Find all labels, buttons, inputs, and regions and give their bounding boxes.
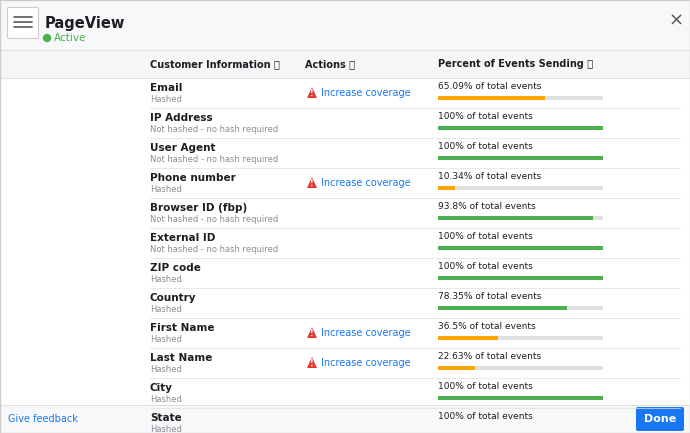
- Bar: [0, 405, 690, 433]
- Text: Give feedback: Give feedback: [8, 414, 78, 424]
- Text: 100% of total events: 100% of total events: [438, 412, 533, 421]
- Bar: [438, 96, 545, 100]
- Bar: [438, 396, 603, 400]
- Text: PageView: PageView: [45, 16, 126, 31]
- Bar: [0, 108, 690, 138]
- Text: State: State: [150, 413, 181, 423]
- Text: User Agent: User Agent: [150, 142, 215, 152]
- Bar: [0, 138, 690, 168]
- Bar: [0, 198, 690, 228]
- Bar: [0, 228, 690, 258]
- Text: Not hashed - no hash required: Not hashed - no hash required: [150, 215, 278, 224]
- Text: 100% of total events: 100% of total events: [438, 262, 533, 271]
- Text: Hashed: Hashed: [150, 185, 182, 194]
- Bar: [438, 216, 603, 220]
- Text: ×: ×: [669, 12, 684, 30]
- Text: Hashed: Hashed: [150, 275, 182, 284]
- Text: 65.09% of total events: 65.09% of total events: [438, 82, 542, 91]
- Text: Email: Email: [150, 83, 182, 93]
- Text: Hashed: Hashed: [150, 425, 182, 433]
- Text: 100% of total events: 100% of total events: [438, 142, 533, 151]
- Text: Increase coverage: Increase coverage: [321, 328, 411, 338]
- Bar: [0, 0, 690, 50]
- Bar: [438, 366, 475, 370]
- Polygon shape: [307, 177, 317, 188]
- Bar: [438, 276, 603, 280]
- Text: Hashed: Hashed: [150, 335, 182, 344]
- Bar: [0, 378, 690, 408]
- Text: 36.5% of total events: 36.5% of total events: [438, 322, 535, 331]
- Bar: [438, 246, 603, 250]
- Bar: [438, 396, 603, 400]
- Text: Hashed: Hashed: [150, 395, 182, 404]
- Text: Increase coverage: Increase coverage: [321, 88, 411, 98]
- Text: Hashed: Hashed: [150, 305, 182, 314]
- FancyBboxPatch shape: [8, 7, 39, 39]
- Bar: [438, 336, 603, 340]
- Text: Customer Information ⓘ: Customer Information ⓘ: [150, 59, 280, 69]
- Bar: [438, 306, 603, 310]
- Bar: [438, 186, 603, 190]
- FancyBboxPatch shape: [636, 407, 684, 431]
- Text: Not hashed - no hash required: Not hashed - no hash required: [150, 155, 278, 164]
- Bar: [0, 348, 690, 378]
- Text: Done: Done: [644, 414, 676, 424]
- Circle shape: [43, 35, 50, 42]
- Text: Increase coverage: Increase coverage: [321, 178, 411, 188]
- Bar: [438, 126, 603, 130]
- Text: !: !: [310, 329, 314, 338]
- Bar: [438, 426, 603, 430]
- Text: !: !: [310, 359, 314, 368]
- Text: Hashed: Hashed: [150, 95, 182, 104]
- Bar: [438, 96, 603, 100]
- Text: 93.8% of total events: 93.8% of total events: [438, 202, 535, 211]
- Bar: [0, 318, 690, 348]
- Text: Country: Country: [150, 293, 197, 303]
- Text: Phone number: Phone number: [150, 173, 236, 183]
- Bar: [0, 168, 690, 198]
- Bar: [438, 216, 593, 220]
- Polygon shape: [307, 327, 317, 338]
- Bar: [438, 426, 603, 430]
- Bar: [438, 336, 498, 340]
- Text: First Name: First Name: [150, 323, 215, 333]
- Text: 78.35% of total events: 78.35% of total events: [438, 292, 542, 301]
- Text: ZIP code: ZIP code: [150, 262, 201, 273]
- Bar: [438, 156, 603, 160]
- Text: Actions ⓘ: Actions ⓘ: [305, 59, 355, 69]
- Text: City: City: [150, 383, 173, 393]
- Bar: [0, 50, 690, 78]
- Text: 22.63% of total events: 22.63% of total events: [438, 352, 541, 361]
- Text: 100% of total events: 100% of total events: [438, 232, 533, 241]
- Bar: [438, 186, 455, 190]
- Bar: [0, 258, 690, 288]
- Text: Increase coverage: Increase coverage: [321, 358, 411, 368]
- Text: Active: Active: [54, 33, 86, 43]
- Bar: [0, 408, 690, 433]
- Bar: [0, 78, 690, 108]
- Bar: [438, 126, 603, 130]
- Text: !: !: [310, 89, 314, 98]
- Polygon shape: [307, 87, 317, 98]
- Polygon shape: [307, 357, 317, 368]
- Text: IP Address: IP Address: [150, 113, 213, 123]
- Bar: [0, 288, 690, 318]
- Text: Not hashed - no hash required: Not hashed - no hash required: [150, 245, 278, 254]
- Text: 100% of total events: 100% of total events: [438, 112, 533, 121]
- Bar: [438, 306, 567, 310]
- Text: External ID: External ID: [150, 233, 215, 242]
- Bar: [438, 246, 603, 250]
- Text: Browser ID (fbp): Browser ID (fbp): [150, 203, 247, 213]
- Text: Last Name: Last Name: [150, 352, 213, 362]
- Text: Percent of Events Sending ⓘ: Percent of Events Sending ⓘ: [438, 59, 593, 69]
- Bar: [438, 276, 603, 280]
- Bar: [438, 156, 603, 160]
- Text: 100% of total events: 100% of total events: [438, 382, 533, 391]
- Bar: [438, 366, 603, 370]
- Text: Hashed: Hashed: [150, 365, 182, 374]
- Text: !: !: [310, 179, 314, 188]
- Text: Not hashed - no hash required: Not hashed - no hash required: [150, 125, 278, 134]
- Text: 10.34% of total events: 10.34% of total events: [438, 172, 541, 181]
